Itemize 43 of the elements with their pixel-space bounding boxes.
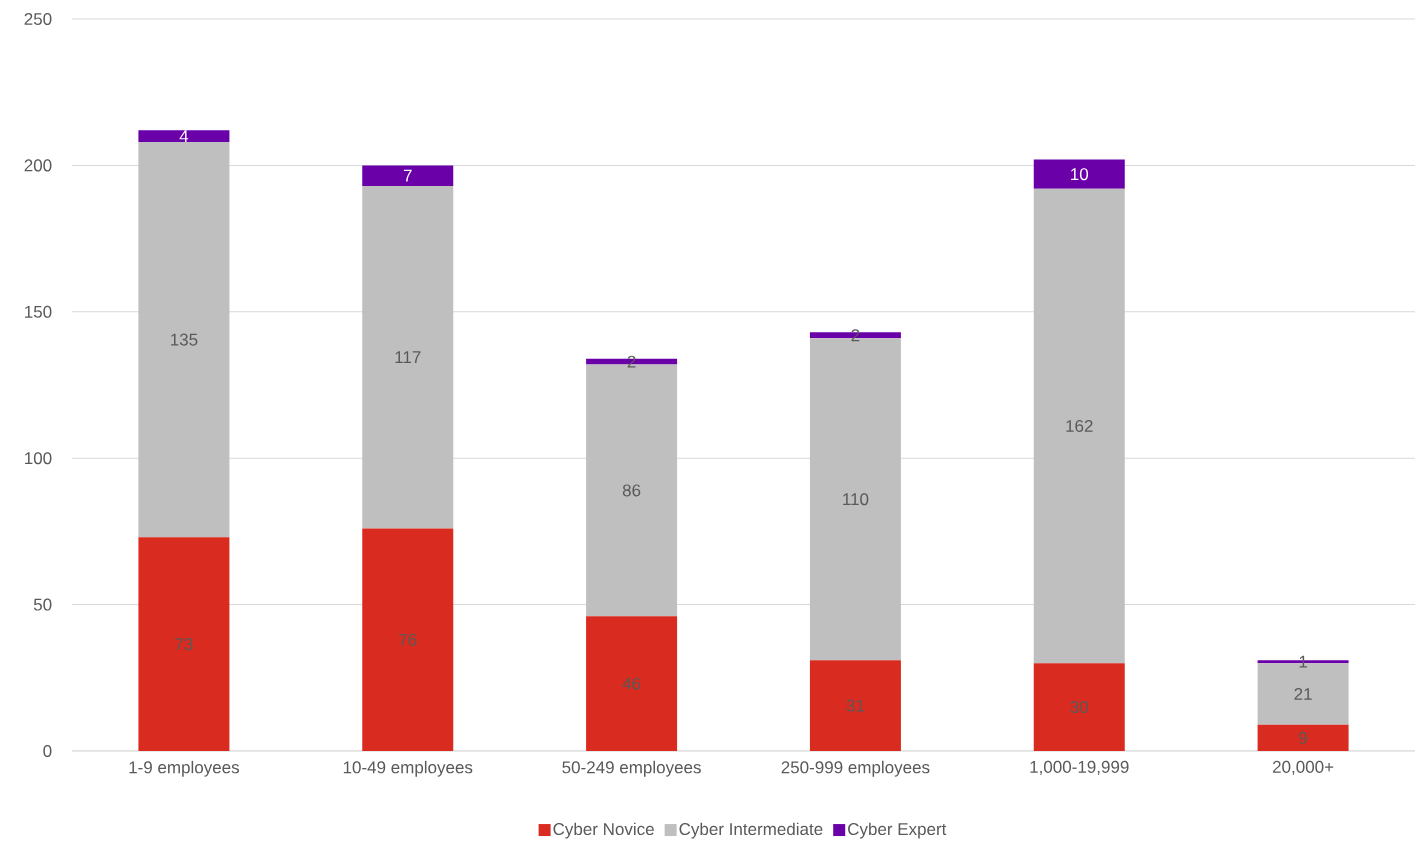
bar [1033, 188, 1125, 664]
bar [1033, 663, 1125, 751]
bar [138, 537, 230, 751]
bar [586, 616, 678, 751]
data-label: 135 [171, 333, 198, 346]
x-tick-label: 250-999 employees [781, 760, 930, 777]
legend-label: Cyber Intermediate [679, 822, 823, 839]
x-tick-label: 10-49 employees [343, 760, 473, 777]
data-label: 117 [395, 351, 421, 364]
y-tick-label: 150 [25, 305, 52, 318]
data-label: 76 [399, 633, 417, 646]
y-tick-label: 100 [25, 452, 52, 465]
data-label: 46 [622, 677, 641, 690]
data-label: 21 [1294, 687, 1312, 700]
data-label: 73 [175, 638, 193, 651]
x-tick-label: 1,000-19,999 [1030, 760, 1129, 775]
bar [138, 130, 230, 142]
y-tick-label: 250 [24, 12, 52, 26]
x-tick-label: 20,000+ [1272, 760, 1334, 775]
data-label: 9 [1299, 731, 1308, 744]
y-tick-label: 0 [43, 744, 52, 758]
data-label: 30 [1070, 701, 1089, 714]
bar [1033, 159, 1125, 189]
x-tick-label: 1-9 employees [129, 760, 240, 777]
data-label: 110 [843, 493, 869, 506]
bar [362, 165, 454, 186]
data-label: 7 [403, 169, 412, 182]
x-tick-label: 50-249 employees [562, 760, 701, 777]
bar [138, 141, 230, 538]
bar [362, 528, 454, 751]
bar [1257, 724, 1349, 751]
legend-label: Cyber Novice [553, 822, 654, 839]
data-label: 1 [1299, 655, 1307, 668]
bar [362, 185, 454, 529]
data-label: 10 [1071, 168, 1089, 181]
legend-label: Cyber Expert [848, 822, 947, 839]
y-tick-label: 200 [24, 159, 52, 172]
data-label: 31 [846, 699, 865, 712]
data-label: 86 [622, 484, 641, 497]
y-tick-label: 50 [33, 598, 52, 611]
data-label: 4 [179, 130, 189, 142]
data-label: 162 [1066, 419, 1093, 433]
bar [809, 660, 901, 751]
